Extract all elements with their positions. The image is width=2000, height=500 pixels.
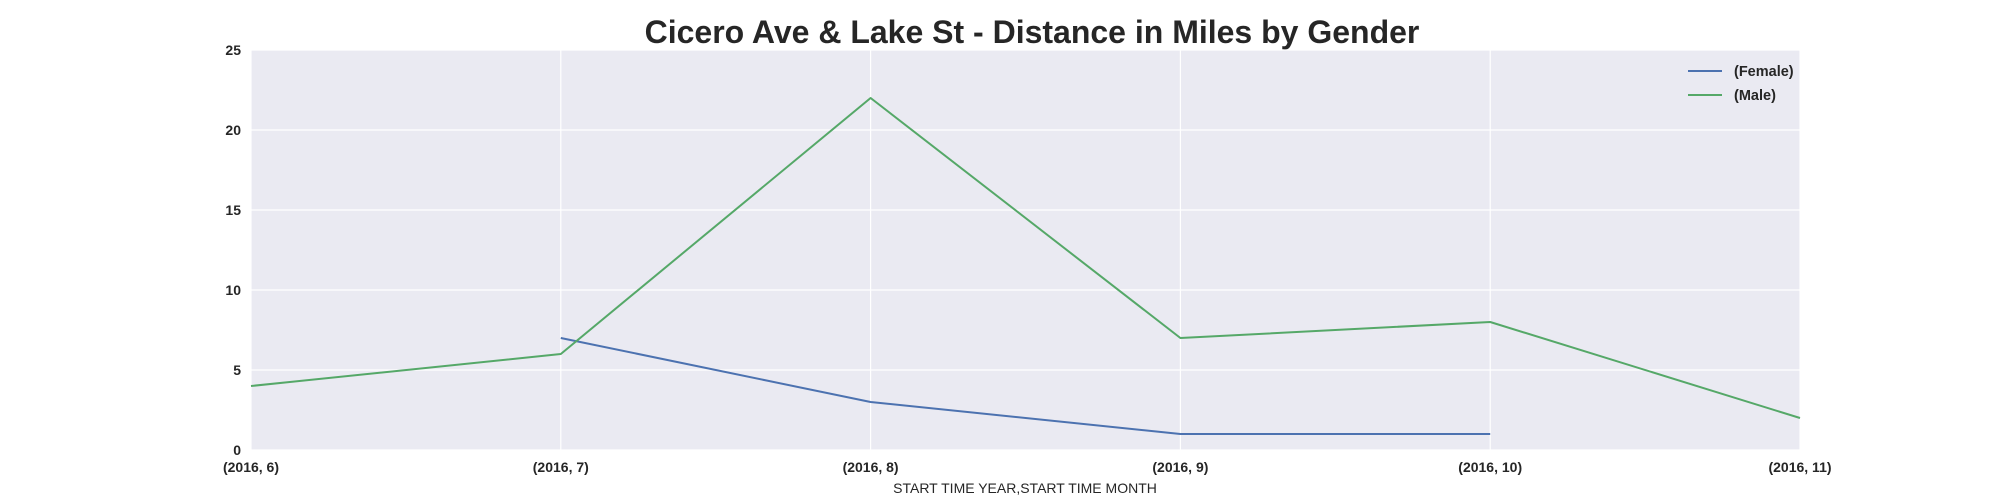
y-tick-label: 10: [225, 282, 241, 298]
x-tick-label: (2016, 9): [1152, 459, 1208, 475]
data-point-male: [560, 353, 562, 355]
data-point-male: [1799, 417, 1801, 419]
y-axis-ticks: 0 5 10 15 20 25: [225, 42, 241, 458]
data-point-female: [560, 337, 562, 339]
y-tick-label: 20: [225, 122, 241, 138]
x-axis-label: START TIME YEAR,START TIME MONTH: [893, 480, 1157, 496]
series-line-female: [560, 337, 1491, 435]
x-axis-ticks: (2016, 6) (2016, 7) (2016, 8) (2016, 9) (201…: [223, 459, 1832, 475]
data-point-male: [870, 97, 872, 99]
y-tick-label: 5: [233, 362, 241, 378]
legend-label: (Male): [1734, 88, 1776, 104]
x-tick-label: (2016, 7): [533, 459, 589, 475]
plot-area: [251, 50, 1800, 450]
data-point-male: [250, 385, 252, 387]
x-tick-label: (2016, 10): [1458, 459, 1522, 475]
y-tick-label: 0: [233, 442, 241, 458]
y-tick-label: 15: [225, 202, 241, 218]
series-lines: [250, 97, 1801, 435]
series-line-male: [250, 97, 1801, 419]
data-point-female: [1489, 433, 1491, 435]
legend-label: (Female): [1734, 64, 1794, 80]
data-point-male: [1489, 321, 1491, 323]
data-point-male: [1179, 337, 1181, 339]
chart-title: Cicero Ave & Lake St - Distance in Miles…: [645, 14, 1420, 50]
x-tick-label: (2016, 11): [1768, 459, 1831, 475]
x-tick-label: (2016, 6): [223, 459, 279, 475]
gridlines: [250, 49, 1801, 451]
legend: (Female) (Male): [1688, 64, 1794, 104]
y-tick-label: 25: [225, 42, 241, 58]
data-point-female: [870, 401, 872, 403]
data-point-female: [1179, 433, 1181, 435]
x-tick-label: (2016, 8): [843, 459, 899, 475]
